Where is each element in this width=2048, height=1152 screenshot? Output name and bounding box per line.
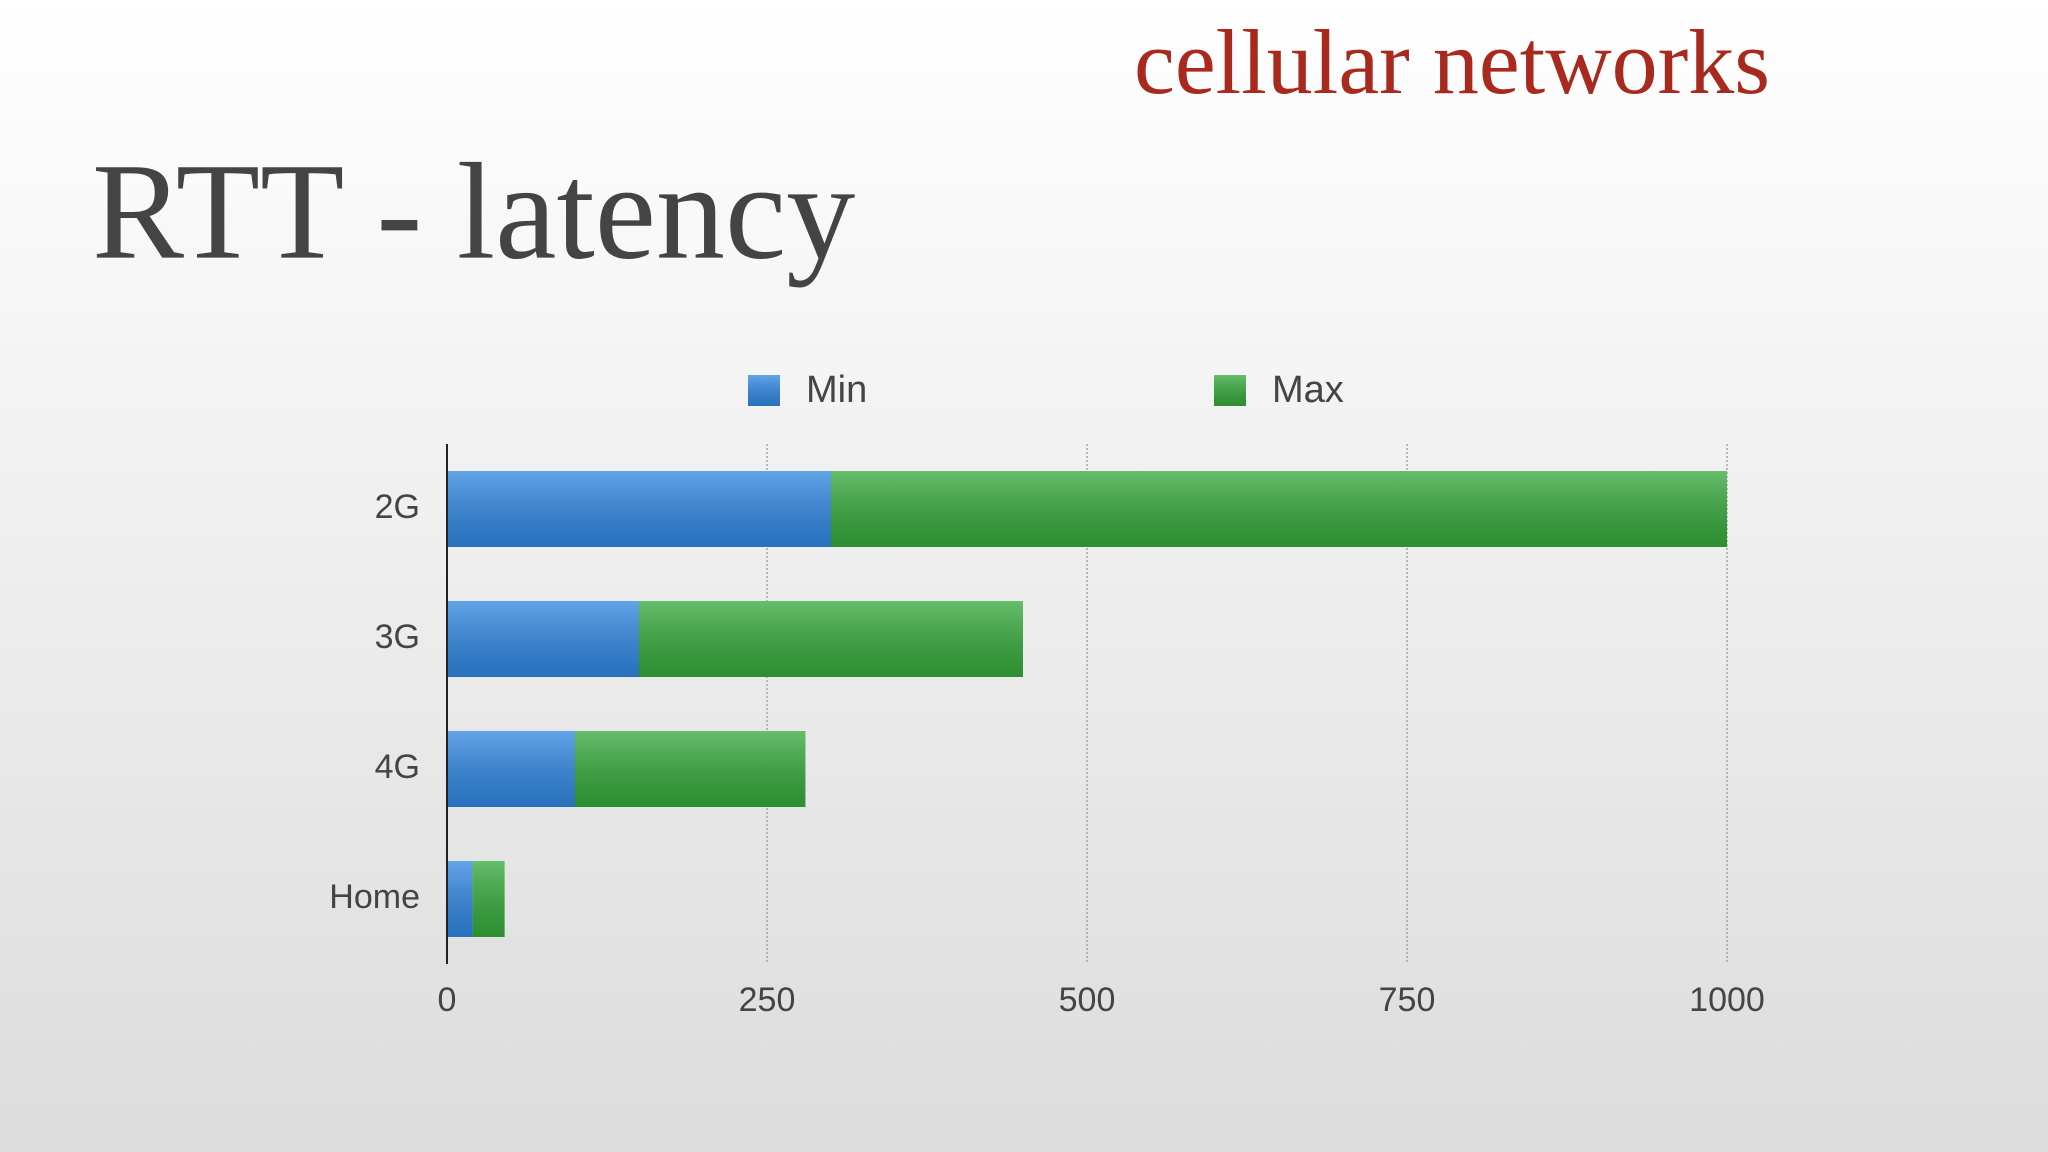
legend-label: Max (1272, 369, 1344, 411)
legend-swatch-shade (748, 375, 780, 406)
bar-shade (831, 471, 1727, 547)
x-tick-label: 0 (438, 981, 457, 1019)
y-tick-label: 2G (375, 488, 420, 526)
bar-shade (447, 601, 639, 677)
x-tick-label: 500 (1059, 981, 1116, 1019)
x-tick-label: 750 (1379, 981, 1436, 1019)
bar-shade (575, 731, 806, 807)
y-tick-label: 4G (375, 748, 420, 786)
bar-shade (639, 601, 1023, 677)
subtitle: cellular networks (1134, 11, 1770, 113)
legend-swatch-shade (1214, 375, 1246, 406)
x-tick-label: 1000 (1689, 981, 1765, 1019)
bar-shade (447, 861, 473, 937)
y-tick-label: 3G (375, 618, 420, 656)
legend-label: Min (806, 369, 867, 411)
bar-shade (447, 731, 575, 807)
y-tick-label: Home (329, 878, 420, 916)
bar-shade (447, 471, 831, 547)
x-tick-label: 250 (739, 981, 796, 1019)
chart-title: RTT - latency (92, 135, 855, 288)
bar-shade (472, 861, 505, 937)
